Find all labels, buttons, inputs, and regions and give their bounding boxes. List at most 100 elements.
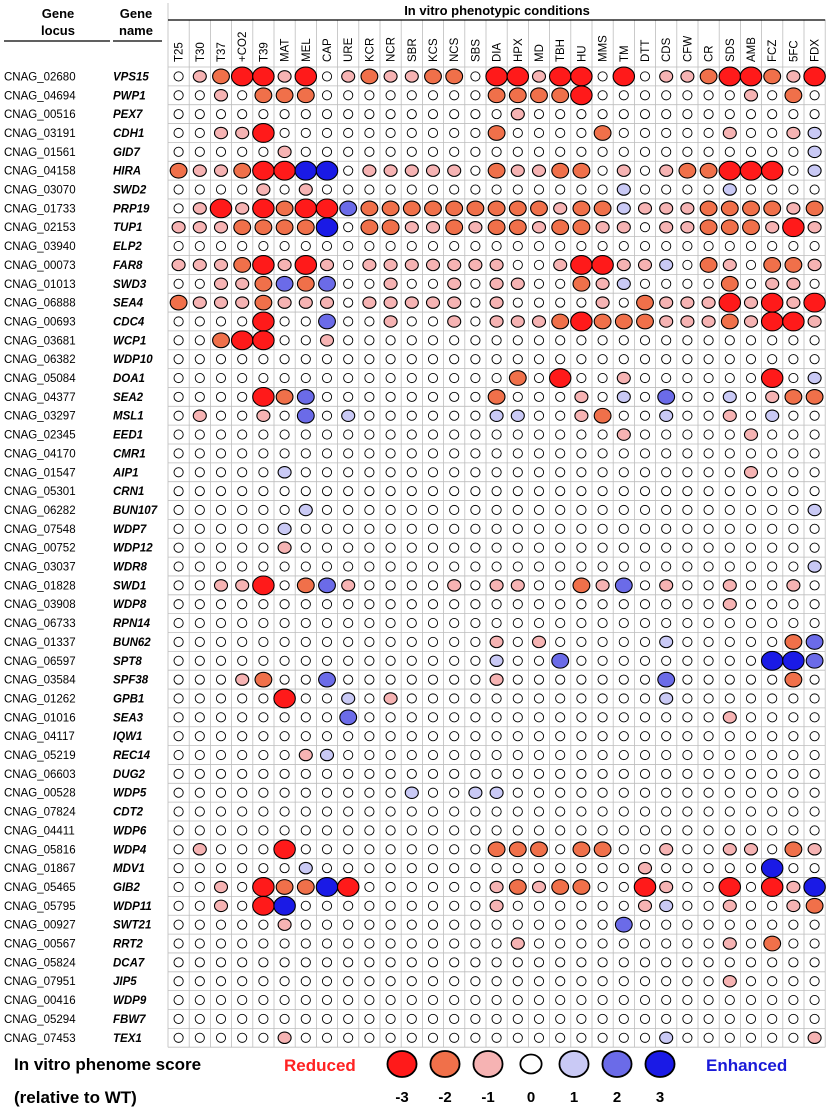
score-cell: [593, 125, 612, 141]
score-cell: [703, 278, 714, 289]
score-cell: [449, 241, 460, 252]
score-cell: [491, 618, 502, 629]
gene-name-label: SWD3: [113, 279, 147, 291]
score-cell: [572, 162, 591, 179]
score-cell: [385, 410, 396, 421]
score-cell: [682, 467, 693, 478]
score-cell: [703, 542, 714, 553]
score-cell: [616, 164, 631, 177]
score-cell: [449, 900, 460, 911]
score-cell: [809, 354, 820, 365]
score-cell: [724, 504, 735, 516]
score-cell: [724, 561, 735, 572]
gene-name-label: PWP1: [113, 90, 146, 102]
score-cell: [215, 146, 227, 157]
score-cell: [809, 448, 820, 459]
score-cell: [533, 335, 545, 346]
score-cell: [639, 486, 651, 497]
score-cell: [661, 354, 672, 365]
score-cell: [639, 467, 651, 478]
score-cell: [237, 109, 248, 120]
score-cell: [760, 292, 784, 313]
score-cell: [237, 938, 248, 949]
score-cell: [470, 372, 481, 384]
legend-title-line1: In vitro phenome score: [14, 1055, 201, 1074]
score-cell: [703, 391, 714, 402]
column-label: DIA: [492, 43, 504, 62]
score-cell: [321, 184, 333, 195]
score-cell: [173, 372, 184, 384]
score-cell: [788, 806, 799, 817]
score-cell: [427, 561, 439, 572]
score-cell: [406, 768, 417, 779]
score-cell: [533, 995, 545, 1006]
score-cell: [572, 577, 591, 594]
score-cell: [616, 428, 631, 441]
score-cell: [597, 165, 608, 176]
score-cell: [279, 335, 290, 346]
score-cell: [321, 354, 333, 365]
score-cell: [489, 409, 504, 422]
score-cell: [763, 935, 782, 952]
score-cell: [404, 220, 419, 234]
score-cell: [618, 655, 629, 666]
score-cell: [470, 900, 481, 911]
score-cell: [364, 618, 375, 629]
score-cell: [385, 995, 396, 1006]
score-cell: [788, 354, 799, 365]
score-cell: [321, 391, 333, 402]
gene-name-label: WDP6: [113, 825, 147, 837]
score-cell: [383, 70, 398, 83]
score-cell: [597, 1013, 608, 1024]
score-cell: [321, 938, 333, 949]
score-cell: [173, 938, 184, 949]
score-cell: [427, 768, 439, 779]
score-cell: [765, 390, 780, 404]
gene-name-label: VPS15: [113, 71, 149, 83]
score-cell: [449, 109, 460, 120]
score-cell: [427, 90, 439, 101]
score-cell: [661, 957, 672, 968]
score-cell: [279, 825, 290, 836]
score-cell: [724, 486, 735, 497]
score-cell: [212, 68, 230, 85]
score-cell: [300, 712, 311, 723]
score-cell: [173, 71, 184, 82]
score-cell: [718, 877, 742, 897]
score-cell: [767, 693, 778, 704]
gene-name-label: CDT2: [113, 807, 144, 819]
score-cell: [722, 258, 737, 272]
score-cell: [767, 618, 778, 629]
score-cell: [385, 354, 396, 365]
score-cell: [364, 844, 375, 855]
score-cell: [745, 938, 757, 949]
score-cell: [743, 296, 759, 309]
gene-name-label: CDH1: [113, 128, 144, 140]
score-cell: [258, 504, 269, 516]
gene-locus-label: CNAG_01262: [4, 693, 76, 705]
score-cell: [258, 655, 269, 666]
gene-locus-label: CNAG_06597: [4, 656, 76, 668]
gene-locus-label: CNAG_06888: [4, 298, 76, 310]
score-cell: [661, 146, 672, 157]
gene-locus-label: CNAG_07951: [4, 976, 76, 988]
gene-locus-label: CNAG_07824: [4, 807, 76, 819]
score-cell: [321, 825, 333, 836]
score-cell: [489, 579, 504, 592]
score-cell: [427, 467, 439, 478]
score-cell: [576, 995, 587, 1006]
score-cell: [703, 372, 714, 384]
gene-name-label: ELP2: [113, 241, 142, 253]
score-cell: [809, 410, 820, 421]
score-cell: [661, 109, 672, 120]
score-cell: [703, 241, 714, 252]
score-cell: [807, 126, 822, 140]
score-cell: [618, 146, 629, 157]
score-cell: [258, 731, 269, 742]
score-cell: [321, 523, 333, 534]
score-cell: [576, 354, 587, 365]
score-cell: [294, 66, 318, 87]
score-cell: [279, 448, 290, 459]
score-cell: [385, 504, 396, 516]
score-cell: [470, 297, 481, 308]
